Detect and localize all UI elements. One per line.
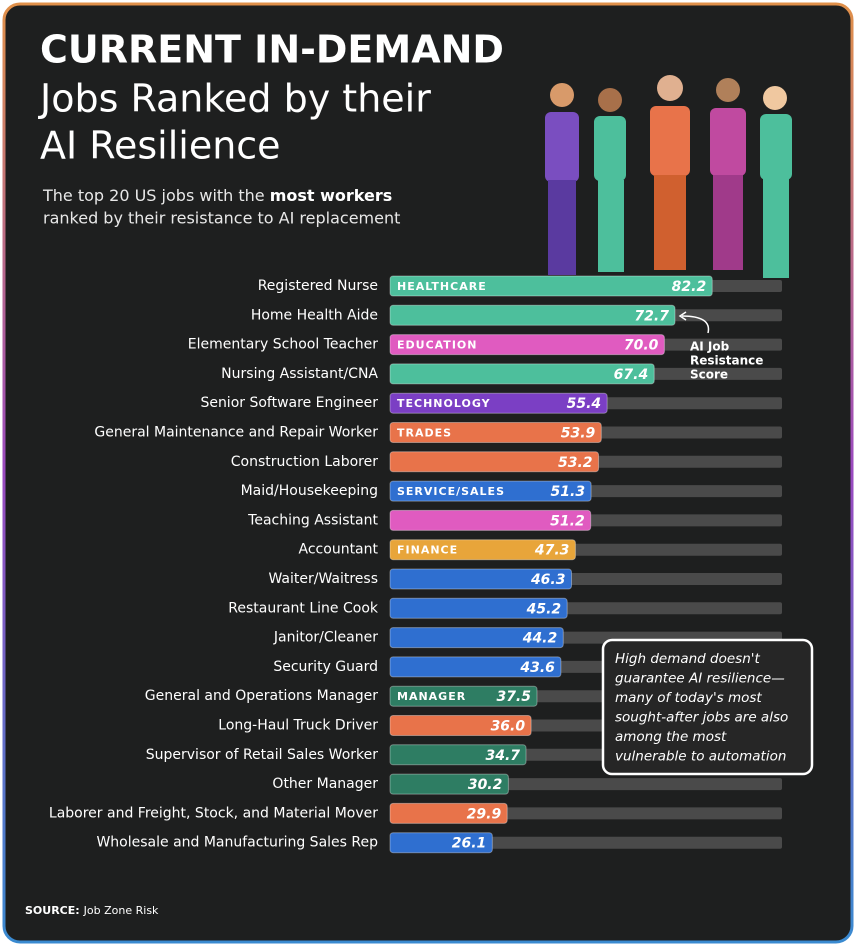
title: AI Resilience [40, 124, 281, 168]
category-label: Other Manager [272, 776, 378, 792]
value-label: 67.4 [614, 367, 649, 383]
subtitle-text: The top 20 US jobs with the [42, 186, 270, 205]
sector-label: EDUCATION [397, 339, 477, 352]
callout-text: among the most [615, 729, 727, 745]
category-label: Teaching Assistant [247, 512, 378, 528]
callout-text: many of today's most [615, 690, 762, 706]
category-label: Security Guard [273, 659, 378, 675]
sector-label: TECHNOLOGY [397, 397, 491, 410]
bar [389, 451, 600, 473]
bar [389, 363, 655, 385]
source-label: SOURCE: [25, 904, 80, 917]
illustration [545, 75, 792, 278]
category-label: Senior Software Engineer [200, 395, 378, 411]
subtitle: The top 20 US jobs with the most workers [42, 186, 392, 205]
sector-label: MANAGER [397, 690, 466, 703]
category-label: Nursing Assistant/CNA [221, 366, 378, 382]
bar [389, 392, 608, 414]
callout-text: vulnerable to automation [615, 749, 786, 765]
source-text: Job Zone Risk [83, 904, 159, 917]
category-label: Maid/Housekeeping [241, 483, 378, 499]
value-label: 29.9 [467, 806, 502, 822]
title: Jobs Ranked by their [38, 77, 431, 121]
sector-label: FINANCE [397, 544, 458, 557]
value-label: 37.5 [496, 689, 531, 705]
bar [389, 715, 532, 736]
category-label: Janitor/Cleaner [273, 630, 378, 646]
bar [389, 422, 602, 443]
bar [389, 685, 538, 707]
callout-text: sought-after jobs are also [615, 710, 788, 726]
value-label: 47.3 [534, 543, 570, 559]
category-label: Supervisor of Retail Sales Worker [146, 747, 378, 763]
category-label: Laborer and Freight, Stock, and Material… [49, 805, 378, 821]
bar [389, 627, 564, 649]
value-label: 82.2 [672, 279, 707, 295]
bar [389, 832, 493, 854]
value-label: 53.9 [561, 426, 596, 442]
value-label: 55.4 [567, 396, 602, 412]
callout-text: High demand doesn't [615, 651, 760, 667]
value-label: 36.0 [491, 719, 526, 735]
value-label: 46.3 [530, 572, 566, 588]
value-label: 43.6 [519, 660, 555, 676]
sector-label: TRADES [397, 427, 452, 440]
bar [389, 334, 665, 356]
category-label: Restaurant Line Cook [228, 600, 379, 616]
value-label: 70.0 [624, 338, 659, 354]
bar [389, 744, 527, 766]
callout-text: guarantee AI resilience— [615, 671, 785, 687]
bar [389, 597, 568, 619]
category-label: General and Operations Manager [145, 688, 378, 704]
value-label: 44.2 [522, 631, 558, 647]
category-label: Long-Haul Truck Driver [218, 718, 378, 734]
callout: High demand doesn't guarantee AI resilien… [615, 651, 788, 765]
bar [389, 539, 576, 561]
bar [389, 509, 592, 531]
sector-label: HEALTHCARE [397, 280, 487, 293]
category-label: Construction Laborer [231, 454, 378, 470]
value-label: 34.7 [485, 748, 520, 764]
value-label: 72.7 [634, 308, 669, 324]
source: SOURCE: Job Zone Risk [25, 904, 159, 917]
category-label: Elementary School Teacher [188, 337, 379, 353]
annotation-text: Score [690, 368, 728, 382]
annotation-text: AI Job [690, 340, 730, 354]
category-label: Waiter/Waitress [268, 571, 378, 587]
value-label: 30.2 [468, 777, 503, 793]
category-label: Wholesale and Manufacturing Sales Rep [96, 835, 378, 851]
bar [389, 304, 676, 326]
title: CURRENT IN-DEMAND [40, 28, 504, 72]
annotation-arrow [681, 315, 710, 334]
bar [389, 802, 508, 824]
bar [389, 773, 509, 795]
value-label: 53.2 [558, 455, 593, 471]
category-label: Accountant [299, 542, 379, 558]
value-label: 26.1 [452, 836, 487, 852]
subtitle-bold: most workers [270, 186, 393, 205]
category-label: Home Health Aide [251, 307, 378, 323]
value-label: 51.2 [550, 513, 585, 529]
annotation-text: Resistance [690, 354, 763, 368]
category-label: Registered Nurse [258, 278, 378, 294]
value-label: 45.2 [526, 601, 562, 617]
category-label: General Maintenance and Repair Worker [94, 425, 378, 441]
callout-box [601, 638, 814, 776]
sector-label: SERVICE/SALES [397, 485, 505, 498]
bar [389, 656, 562, 678]
subtitle: ranked by their resistance to AI replace… [43, 209, 400, 228]
bar [389, 568, 572, 590]
annotation-arrow [678, 311, 687, 321]
bar [389, 275, 713, 297]
value-label: 51.3 [551, 484, 586, 500]
bar [389, 480, 592, 502]
